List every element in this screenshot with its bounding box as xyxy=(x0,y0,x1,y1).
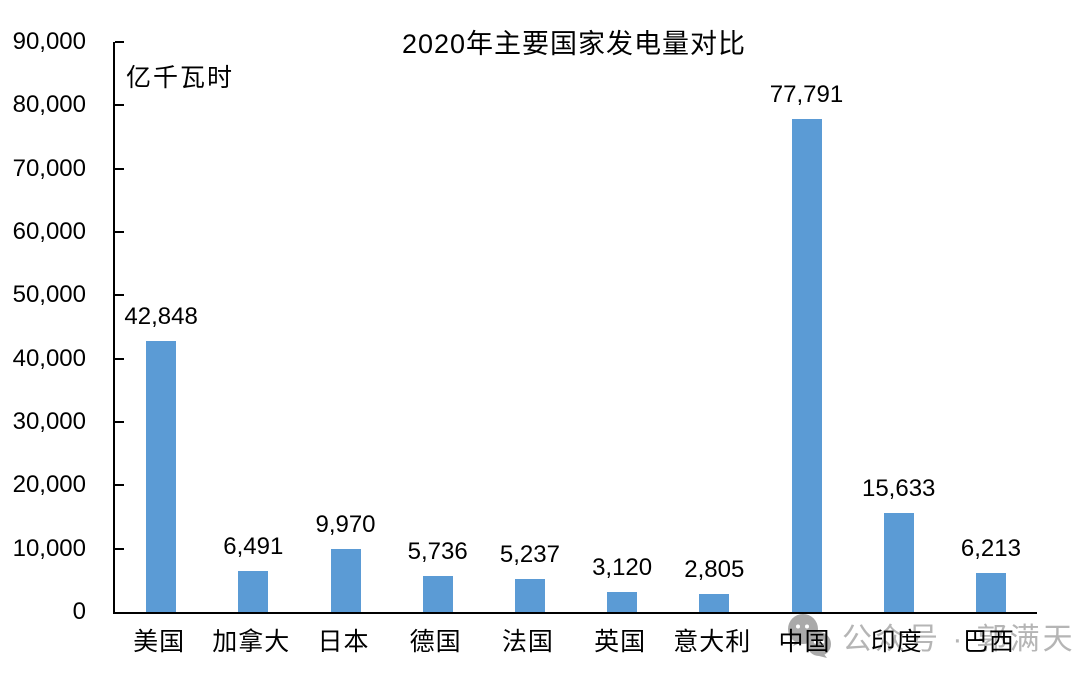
bar-value-label: 5,237 xyxy=(499,540,560,568)
y-axis-tick-mark xyxy=(115,357,124,360)
wechat-icon xyxy=(788,614,831,658)
y-axis-unit-label: 亿千瓦时 xyxy=(126,64,235,92)
watermark: 公众号 · 郭满天 xyxy=(786,613,1076,659)
bar xyxy=(422,575,453,612)
y-axis-tick-label: 70,000 xyxy=(12,154,86,182)
plot-area: 42,848 6,491 9,970 5,736 5,237 3,120 2,805 77,7… xyxy=(113,41,1037,614)
y-axis-tick-label: 0 xyxy=(72,598,86,625)
y-axis-tick-mark xyxy=(115,294,124,297)
y-axis-tick-label: 30,000 xyxy=(12,408,86,435)
y-axis-tick-mark xyxy=(115,421,124,423)
y-axis-tick-mark xyxy=(115,41,124,43)
bar xyxy=(238,570,269,612)
y-axis-tick-mark xyxy=(115,104,124,107)
bar-value-label: 2,805 xyxy=(684,556,745,584)
y-axis-tick-label: 60,000 xyxy=(12,218,86,245)
x-axis-label: 法国 xyxy=(501,628,554,656)
y-axis-tick-label: 80,000 xyxy=(12,91,86,119)
y-axis-tick-label: 10,000 xyxy=(12,534,86,562)
x-axis-label: 日本 xyxy=(317,628,370,656)
bar xyxy=(607,592,638,612)
x-axis-label: 美国 xyxy=(133,628,186,656)
x-axis-label: 英国 xyxy=(594,628,647,656)
bar-value-label: 6,491 xyxy=(223,532,284,560)
bar-value-label: 3,120 xyxy=(592,554,653,582)
bar xyxy=(883,513,914,612)
bar xyxy=(514,578,545,612)
y-axis-tick-mark xyxy=(115,547,124,550)
bar-value-label: 77,791 xyxy=(769,81,844,109)
y-axis-tick-mark xyxy=(115,484,124,487)
y-axis-tick-label: 90,000 xyxy=(12,28,86,55)
bar-value-label: 42,848 xyxy=(124,302,198,330)
bar-value-label: 15,633 xyxy=(861,475,936,502)
y-axis-tick-mark xyxy=(115,231,124,233)
y-axis-tick-label: 40,000 xyxy=(12,344,86,372)
chart-title: 2020年主要国家发电量对比 xyxy=(401,29,747,59)
x-axis-label: 德国 xyxy=(409,628,462,656)
x-axis-label: 意大利 xyxy=(673,628,752,656)
bar xyxy=(699,594,730,612)
bar-value-label: 6,213 xyxy=(960,534,1021,562)
x-axis-label: 中国 xyxy=(778,628,831,656)
y-axis-tick-label: 20,000 xyxy=(12,471,86,499)
y-axis-tick-label: 50,000 xyxy=(12,281,86,309)
x-axis-label: 加拿大 xyxy=(212,628,291,656)
x-axis-label: 巴西 xyxy=(962,628,1015,656)
bar-value-label: 9,970 xyxy=(315,510,376,538)
x-axis-label: 印度 xyxy=(870,628,923,656)
watermark-text: 公众号 · 郭满天 xyxy=(842,623,1076,656)
bar xyxy=(330,548,361,612)
bar xyxy=(146,340,177,612)
bar-value-label: 5,736 xyxy=(407,537,468,565)
bar xyxy=(975,572,1006,612)
y-axis-tick-mark xyxy=(115,167,124,170)
bar xyxy=(791,119,822,612)
